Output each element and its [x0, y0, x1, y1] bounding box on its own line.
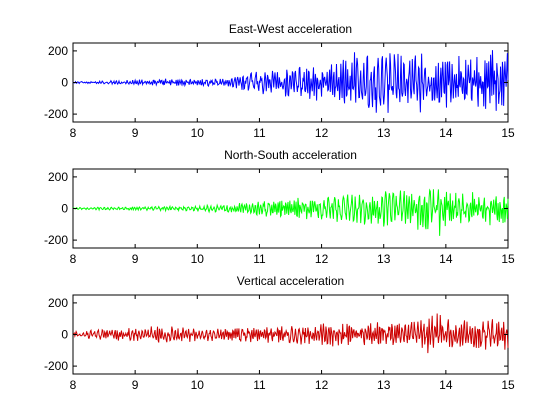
x-tick-label: 15	[501, 252, 515, 266]
subplot-3: Vertical acceleration 8 9 10 11 12 13 14 15 200 0 -…	[44, 274, 515, 392]
subplot-1: East-West acceleration 8 9 10 11 12 13 14 15 200 0…	[44, 22, 515, 140]
x-tick-label: 10	[191, 378, 205, 392]
x-tick-label: 9	[132, 378, 139, 392]
x-tick-label: 8	[70, 252, 77, 266]
x-tick-label: 14	[439, 126, 453, 140]
subplot-title: North-South acceleration	[224, 148, 357, 162]
x-tick-label: 12	[315, 126, 329, 140]
subplot-2: North-South acceleration 8 9 10 11 12 13 14 15 20…	[44, 148, 515, 266]
y-tick-label: 200	[48, 170, 68, 184]
y-tick-label: 200	[48, 44, 68, 58]
x-tick-label: 11	[253, 378, 266, 392]
y-tick-label: -200	[44, 359, 68, 373]
x-tick-label: 13	[377, 378, 391, 392]
series-line	[72, 50, 509, 113]
x-tick-label: 9	[132, 126, 139, 140]
y-tick-label: 200	[48, 296, 68, 310]
x-tick-label: 8	[70, 126, 77, 140]
x-tick-label: 10	[191, 252, 205, 266]
y-tick-label: -200	[44, 233, 68, 247]
y-tick-label: 0	[61, 328, 68, 342]
x-tick-label: 15	[501, 126, 515, 140]
y-tick-label: -200	[44, 107, 68, 121]
subplot-title: Vertical acceleration	[237, 274, 344, 288]
x-tick-label: 8	[70, 378, 77, 392]
x-tick-label: 9	[132, 252, 139, 266]
x-tick-label: 10	[191, 126, 205, 140]
x-tick-label: 14	[439, 252, 453, 266]
series-line	[72, 313, 509, 354]
x-tick-label: 13	[377, 126, 391, 140]
y-tick-label: 0	[61, 202, 68, 216]
x-tick-label: 11	[253, 126, 266, 140]
y-tick-label: 0	[61, 76, 68, 90]
x-tick-label: 11	[253, 252, 266, 266]
x-tick-label: 14	[439, 378, 453, 392]
x-tick-label: 13	[377, 252, 391, 266]
x-tick-label: 15	[501, 378, 515, 392]
series-line	[72, 188, 509, 236]
x-tick-label: 12	[315, 378, 329, 392]
x-tick-label: 12	[315, 252, 329, 266]
subplot-title: East-West acceleration	[229, 22, 352, 36]
